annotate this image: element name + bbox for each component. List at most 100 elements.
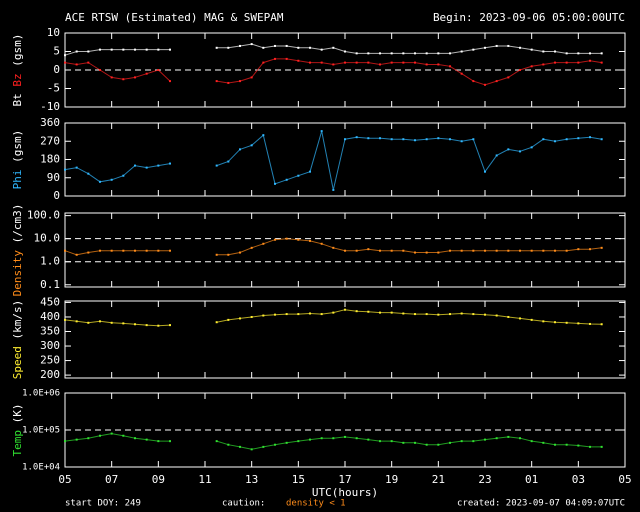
data-point	[530, 146, 533, 149]
data-point	[355, 437, 358, 440]
data-point	[577, 248, 580, 251]
created-time: created: 2023-09-07 04:09:07UTC	[457, 499, 625, 509]
data-point	[250, 448, 253, 451]
x-tick-label: 13	[245, 473, 258, 486]
data-point	[157, 249, 160, 252]
data-point	[472, 48, 475, 51]
data-point	[460, 72, 463, 75]
x-tick-label: 23	[478, 473, 491, 486]
data-point	[589, 322, 591, 325]
data-point	[110, 249, 113, 252]
y-label-unit: (/cm3)	[11, 204, 24, 244]
data-point	[332, 437, 335, 440]
data-point	[320, 437, 323, 440]
y-tick-label: 270	[40, 134, 60, 147]
data-point	[134, 164, 136, 167]
data-point	[239, 148, 241, 151]
data-point	[297, 59, 300, 62]
data-point	[577, 444, 580, 447]
x-tick-label: 19	[385, 473, 398, 486]
data-point	[320, 61, 323, 64]
data-point	[542, 320, 545, 323]
data-point	[99, 180, 101, 183]
data-point	[110, 48, 113, 51]
data-point	[344, 50, 346, 53]
data-point	[99, 48, 101, 51]
data-point	[309, 170, 311, 173]
data-point	[64, 249, 66, 252]
data-point	[250, 76, 253, 79]
data-point	[134, 76, 136, 79]
data-point	[285, 57, 288, 60]
data-point	[99, 69, 101, 71]
data-point	[425, 63, 428, 66]
data-point	[577, 137, 580, 140]
data-point	[600, 61, 603, 64]
data-point	[157, 440, 160, 443]
y-label-series: Speed	[11, 346, 24, 379]
data-point	[64, 168, 66, 171]
y-tick-label: -5	[47, 82, 60, 95]
data-point	[122, 434, 125, 437]
series-line	[64, 130, 602, 191]
y-label-space	[11, 340, 24, 347]
data-point	[99, 320, 101, 323]
data-point	[110, 321, 113, 324]
data-point	[309, 438, 311, 441]
y-tick-label: 450	[40, 295, 60, 308]
y-tick-label: 400	[40, 310, 60, 323]
data-point	[227, 253, 230, 256]
data-point	[227, 160, 230, 163]
x-tick-label: 07	[105, 473, 118, 486]
y-tick-label: 200	[40, 368, 60, 381]
data-point	[472, 313, 475, 316]
data-point	[87, 437, 90, 440]
data-point	[332, 311, 335, 314]
data-point	[145, 249, 148, 252]
chart-title: ACE RTSW (Estimated) MAG & SWEPAM	[65, 11, 284, 24]
data-point	[577, 61, 580, 64]
x-tick-label: 21	[432, 473, 445, 486]
data-point	[355, 52, 358, 55]
y-tick-label: 10	[47, 26, 60, 39]
data-point	[414, 52, 416, 55]
data-point	[390, 52, 393, 55]
data-point	[577, 52, 580, 55]
x-axis-label: UTC(hours)	[312, 486, 378, 499]
data-point	[472, 138, 475, 141]
data-point	[87, 50, 90, 53]
data-point	[449, 52, 451, 55]
data-point	[297, 238, 300, 241]
data-point	[600, 52, 603, 55]
data-point	[355, 136, 358, 139]
data-point	[425, 313, 428, 316]
data-point	[344, 138, 346, 141]
data-point	[262, 134, 265, 137]
data-point	[379, 249, 381, 252]
data-point	[215, 80, 218, 83]
data-point	[600, 246, 603, 249]
data-point	[122, 322, 125, 325]
data-point	[122, 78, 125, 81]
data-point	[472, 249, 475, 252]
y-label-space	[11, 67, 24, 74]
data-point	[495, 80, 498, 83]
data-point	[122, 249, 125, 252]
data-point	[484, 170, 486, 173]
y-tick-label: 0	[53, 189, 60, 202]
data-point	[64, 54, 66, 57]
y-label-series: Temp	[11, 430, 24, 457]
data-point	[145, 48, 148, 51]
data-point	[402, 249, 405, 252]
data-point	[274, 182, 276, 185]
data-point	[169, 324, 171, 327]
data-point	[157, 48, 160, 51]
data-point	[239, 80, 241, 83]
data-point	[507, 76, 510, 79]
x-tick-label: 17	[338, 473, 351, 486]
data-point	[274, 443, 276, 446]
data-point	[99, 249, 101, 252]
data-point	[554, 140, 556, 143]
